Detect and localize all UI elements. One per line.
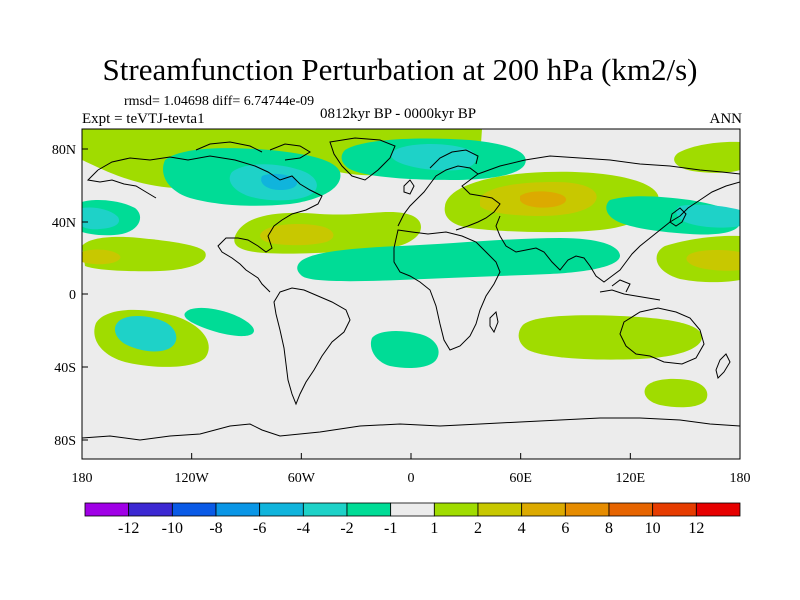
colorbar-label: -12 <box>118 520 139 537</box>
colorbar-swatch <box>521 502 566 517</box>
contour-asia-center <box>520 191 567 208</box>
contour-tropical-belt-negative <box>297 238 620 282</box>
colorbar-label: -6 <box>253 520 266 537</box>
contour-south-indian-positive <box>644 378 708 408</box>
colorbar-label: 8 <box>605 520 613 537</box>
colorbar-swatch <box>477 502 523 517</box>
colorbar-label: -8 <box>209 520 222 537</box>
colorbar <box>84 502 741 517</box>
colorbar-label: 6 <box>561 520 569 537</box>
colorbar-swatch <box>84 502 130 517</box>
colorbar-label: -10 <box>162 520 183 537</box>
period-label: 0812kyr BP - 0000kyr BP <box>320 106 477 122</box>
coast-arctic-islands <box>195 141 311 161</box>
contour-arctic-east-positive <box>674 141 740 173</box>
coast-africa <box>393 229 501 351</box>
contour-east-asia-core <box>676 204 740 228</box>
colorbar-swatch <box>433 502 479 517</box>
colorbar-swatch <box>608 502 654 517</box>
colorbar-label: -1 <box>384 520 397 537</box>
coast-antarctica <box>82 417 740 441</box>
coast-scandinavia <box>429 149 479 169</box>
lon-tick-label: 120W <box>175 471 210 486</box>
coast-south-america <box>273 287 351 406</box>
contour-south-pacific-core <box>114 316 177 352</box>
colorbar-label: 1 <box>430 520 438 537</box>
contour-field <box>82 129 740 441</box>
colorbar-label: 12 <box>688 520 704 537</box>
coast-britain <box>403 179 415 195</box>
season-label: ANN <box>709 111 743 127</box>
coast-north-america <box>97 155 323 293</box>
coast-greenland <box>329 137 396 181</box>
contour-southern-ocean-positive <box>518 315 703 360</box>
coast-alaska <box>86 169 157 199</box>
colorbar-label: -2 <box>340 520 353 537</box>
colorbar-label: 10 <box>645 520 661 537</box>
colorbar-label: -4 <box>297 520 310 537</box>
lat-tick-label: 80S <box>54 434 76 449</box>
contour-south-pacific-negative <box>184 307 254 337</box>
experiment-label: Expt = teVTJ-tevta1 <box>82 111 205 127</box>
colorbar-swatch <box>215 502 261 517</box>
colorbar-swatch <box>259 502 304 517</box>
longitude-axis: 180 120W 60W 0 60E 120E 180 <box>72 453 751 486</box>
colorbar-swatch <box>302 502 348 517</box>
contour-west-pacific-core-positive <box>686 249 740 271</box>
coast-asia <box>477 155 740 283</box>
colorbar-label: 4 <box>518 520 526 537</box>
lon-tick-label: 180 <box>72 471 93 486</box>
lat-tick-label: 40S <box>54 361 76 376</box>
coastlines <box>82 137 740 441</box>
lat-tick-label: 40N <box>52 216 76 231</box>
coast-indonesia <box>599 279 661 301</box>
colorbar-swatch <box>652 502 697 517</box>
contour-greenland-core <box>391 144 477 171</box>
contour-pacific-core <box>82 207 120 230</box>
colorbar-swatch <box>128 502 173 517</box>
contour-pacific-core-positive <box>82 249 121 265</box>
colorbar-label: 2 <box>474 520 482 537</box>
latitude-axis: 80N 40N 0 40S 80S <box>52 143 88 449</box>
coast-japan <box>669 207 687 227</box>
colorbar-labels: -12 -10 -8 -6 -4 -2 -1 1 2 4 6 8 10 12 <box>118 520 704 537</box>
lon-tick-label: 60W <box>288 471 316 486</box>
colorbar-swatch <box>171 502 217 517</box>
lat-tick-label: 80N <box>52 143 76 158</box>
lat-tick-label: 0 <box>69 288 76 303</box>
lon-tick-label: 60E <box>509 471 532 486</box>
plot-title: Streamfunction Perturbation at 200 hPa (… <box>102 52 698 87</box>
colorbar-swatch <box>564 502 610 517</box>
stats-label: rmsd= 1.04698 diff= 6.74744e-09 <box>124 94 315 109</box>
colorbar-swatch <box>346 502 392 517</box>
coast-new-zealand <box>715 353 731 379</box>
contour-hudson-bay-center <box>261 173 298 190</box>
colorbar-swatch <box>695 502 741 517</box>
coast-madagascar <box>489 310 499 334</box>
contour-south-atlantic-negative <box>370 330 439 368</box>
lon-tick-label: 0 <box>408 471 415 486</box>
coast-europe <box>397 165 501 231</box>
colorbar-swatch <box>390 502 435 517</box>
coast-australia <box>619 307 705 365</box>
lon-tick-label: 120E <box>616 471 646 486</box>
contour-atlantic-core <box>260 224 334 246</box>
lon-tick-label: 180 <box>730 471 751 486</box>
